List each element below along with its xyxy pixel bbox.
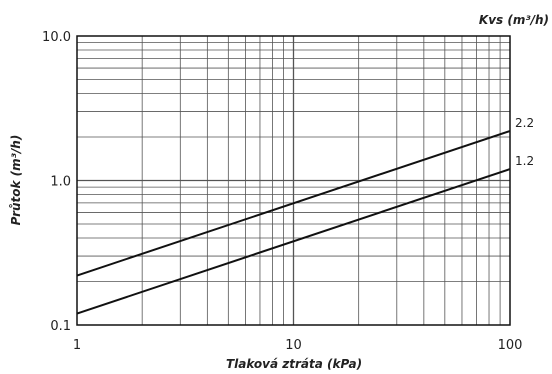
y-tick-labels: 0.1 1.0 10.0 (42, 30, 71, 334)
x-axis-label: Tlaková ztráta (kPa) (226, 357, 362, 371)
x-tick-label: 10 (285, 338, 302, 353)
x-tick-labels: 1 10 100 (73, 338, 523, 353)
series-label: 1.2 (515, 154, 534, 168)
series-line (76, 168, 511, 315)
plot-frame (76, 35, 511, 326)
x-tick-label: 1 (73, 338, 81, 353)
x-tick-label: 100 (498, 338, 523, 353)
series-label: 2.2 (515, 116, 534, 130)
legend-title: Kvs (m³/h) (479, 13, 549, 27)
y-tick-label: 1.0 (50, 175, 71, 190)
y-axis-label: Průtok (m³/h) (9, 135, 23, 226)
y-tick-label: 10.0 (42, 30, 71, 45)
series-group: 2.2 1.2 (76, 116, 534, 315)
grid (77, 36, 510, 325)
y-tick-label: 0.1 (50, 319, 71, 334)
series-line (76, 130, 511, 277)
